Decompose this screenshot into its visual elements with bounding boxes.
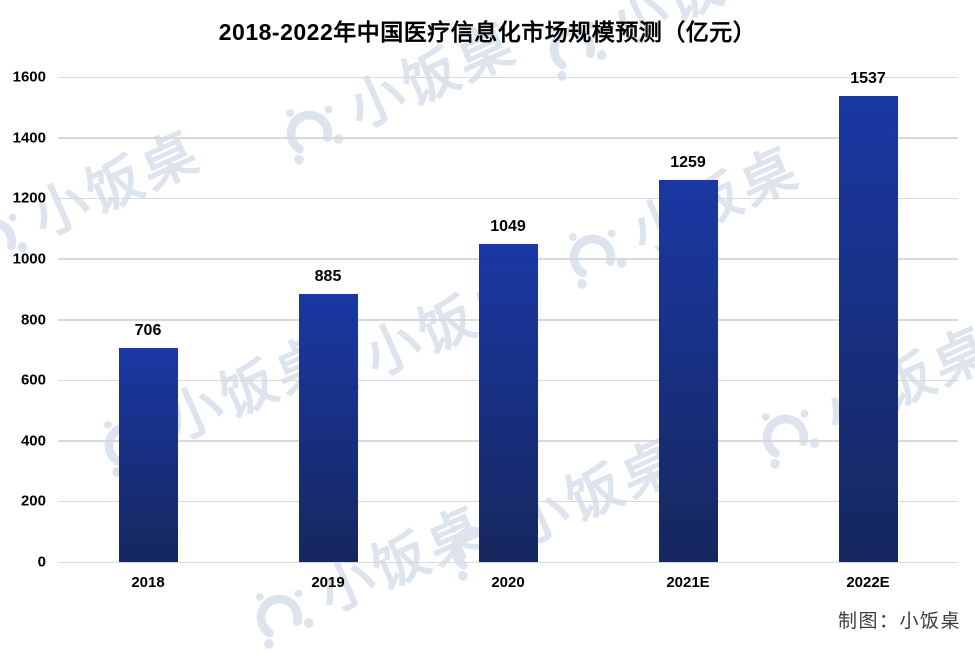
watermark-item: 小饭桌	[269, 11, 526, 172]
bar-value-label: 1537	[850, 70, 886, 88]
bar-2019	[298, 293, 358, 562]
y-tick-label: 0	[37, 553, 46, 571]
x-tick-label: 2020	[491, 574, 525, 591]
bar-value-label: 1259	[670, 154, 706, 172]
x-tick-label: 2018	[131, 574, 165, 591]
bar-2022E	[838, 96, 898, 562]
xiaofanzhuo-logo-icon	[548, 21, 607, 81]
xiaofanzhuo-logo-icon	[0, 213, 28, 262]
gridline	[58, 197, 958, 200]
y-tick-label: 400	[20, 432, 46, 450]
bar-2018	[118, 348, 178, 562]
y-tick-label: 800	[20, 311, 46, 328]
bar-value-label: 885	[314, 267, 342, 285]
y-tick-label: 1600	[12, 68, 46, 86]
bars-layer: 706 885 1049 1259 1537	[58, 71, 958, 562]
x-axis-labels: 2018 2019 2020 2021E 2022E	[58, 77, 958, 590]
y-tick-label: 200	[20, 492, 46, 510]
credit-text: 制图：小饭桌	[837, 611, 961, 632]
plot-area: 0 200 400 600 800 1000 1200 1400 1600 706 885 1049…	[13, 70, 958, 590]
watermark-item: 小饭桌	[239, 495, 496, 653]
y-tick-label: 1000	[12, 250, 46, 268]
chart-title: 2018-2022年中国医疗信息化市场规模预测（亿元）	[218, 19, 757, 45]
xiaofanzhuo-logo-icon	[568, 229, 627, 289]
x-tick-label: 2021E	[666, 574, 710, 591]
gridline	[58, 137, 958, 139]
y-tick-label: 1200	[12, 189, 46, 207]
watermark-item: 小饭桌	[0, 119, 210, 280]
xiaofanzhuo-logo-icon	[255, 589, 314, 649]
watermark-item: 小饭桌	[532, 0, 789, 87]
x-tick-label: 2019	[311, 574, 345, 591]
y-axis-labels: 0 200 400 600 800 1000 1200 1400 1600	[13, 70, 958, 570]
y-tick-label: 1400	[12, 129, 46, 147]
watermark-item: 小饭桌	[552, 135, 809, 296]
xiaofanzhuo-logo-icon	[285, 105, 344, 165]
bar-2020	[478, 244, 538, 562]
y-tick-label: 600	[20, 371, 46, 389]
gridline	[58, 76, 958, 78]
bar-value-label: 706	[134, 322, 162, 339]
bar-value-label: 1049	[490, 218, 526, 236]
bar-2021E	[658, 180, 718, 562]
gridline	[58, 561, 958, 563]
x-tick-label: 2022E	[846, 574, 890, 591]
